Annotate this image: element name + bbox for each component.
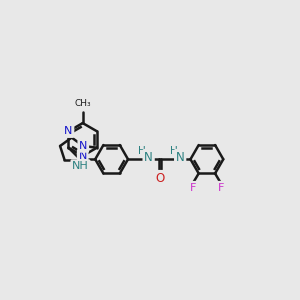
- Text: CH₃: CH₃: [74, 99, 91, 108]
- Text: N: N: [79, 141, 88, 151]
- Text: H: H: [138, 146, 146, 156]
- Text: N: N: [64, 126, 73, 136]
- Text: N: N: [144, 151, 153, 164]
- Text: F: F: [218, 183, 224, 193]
- Text: O: O: [155, 172, 164, 185]
- Text: H: H: [170, 146, 178, 156]
- Text: N: N: [176, 151, 184, 164]
- Text: NH: NH: [72, 161, 89, 171]
- Text: N: N: [79, 151, 87, 161]
- Text: F: F: [190, 183, 196, 193]
